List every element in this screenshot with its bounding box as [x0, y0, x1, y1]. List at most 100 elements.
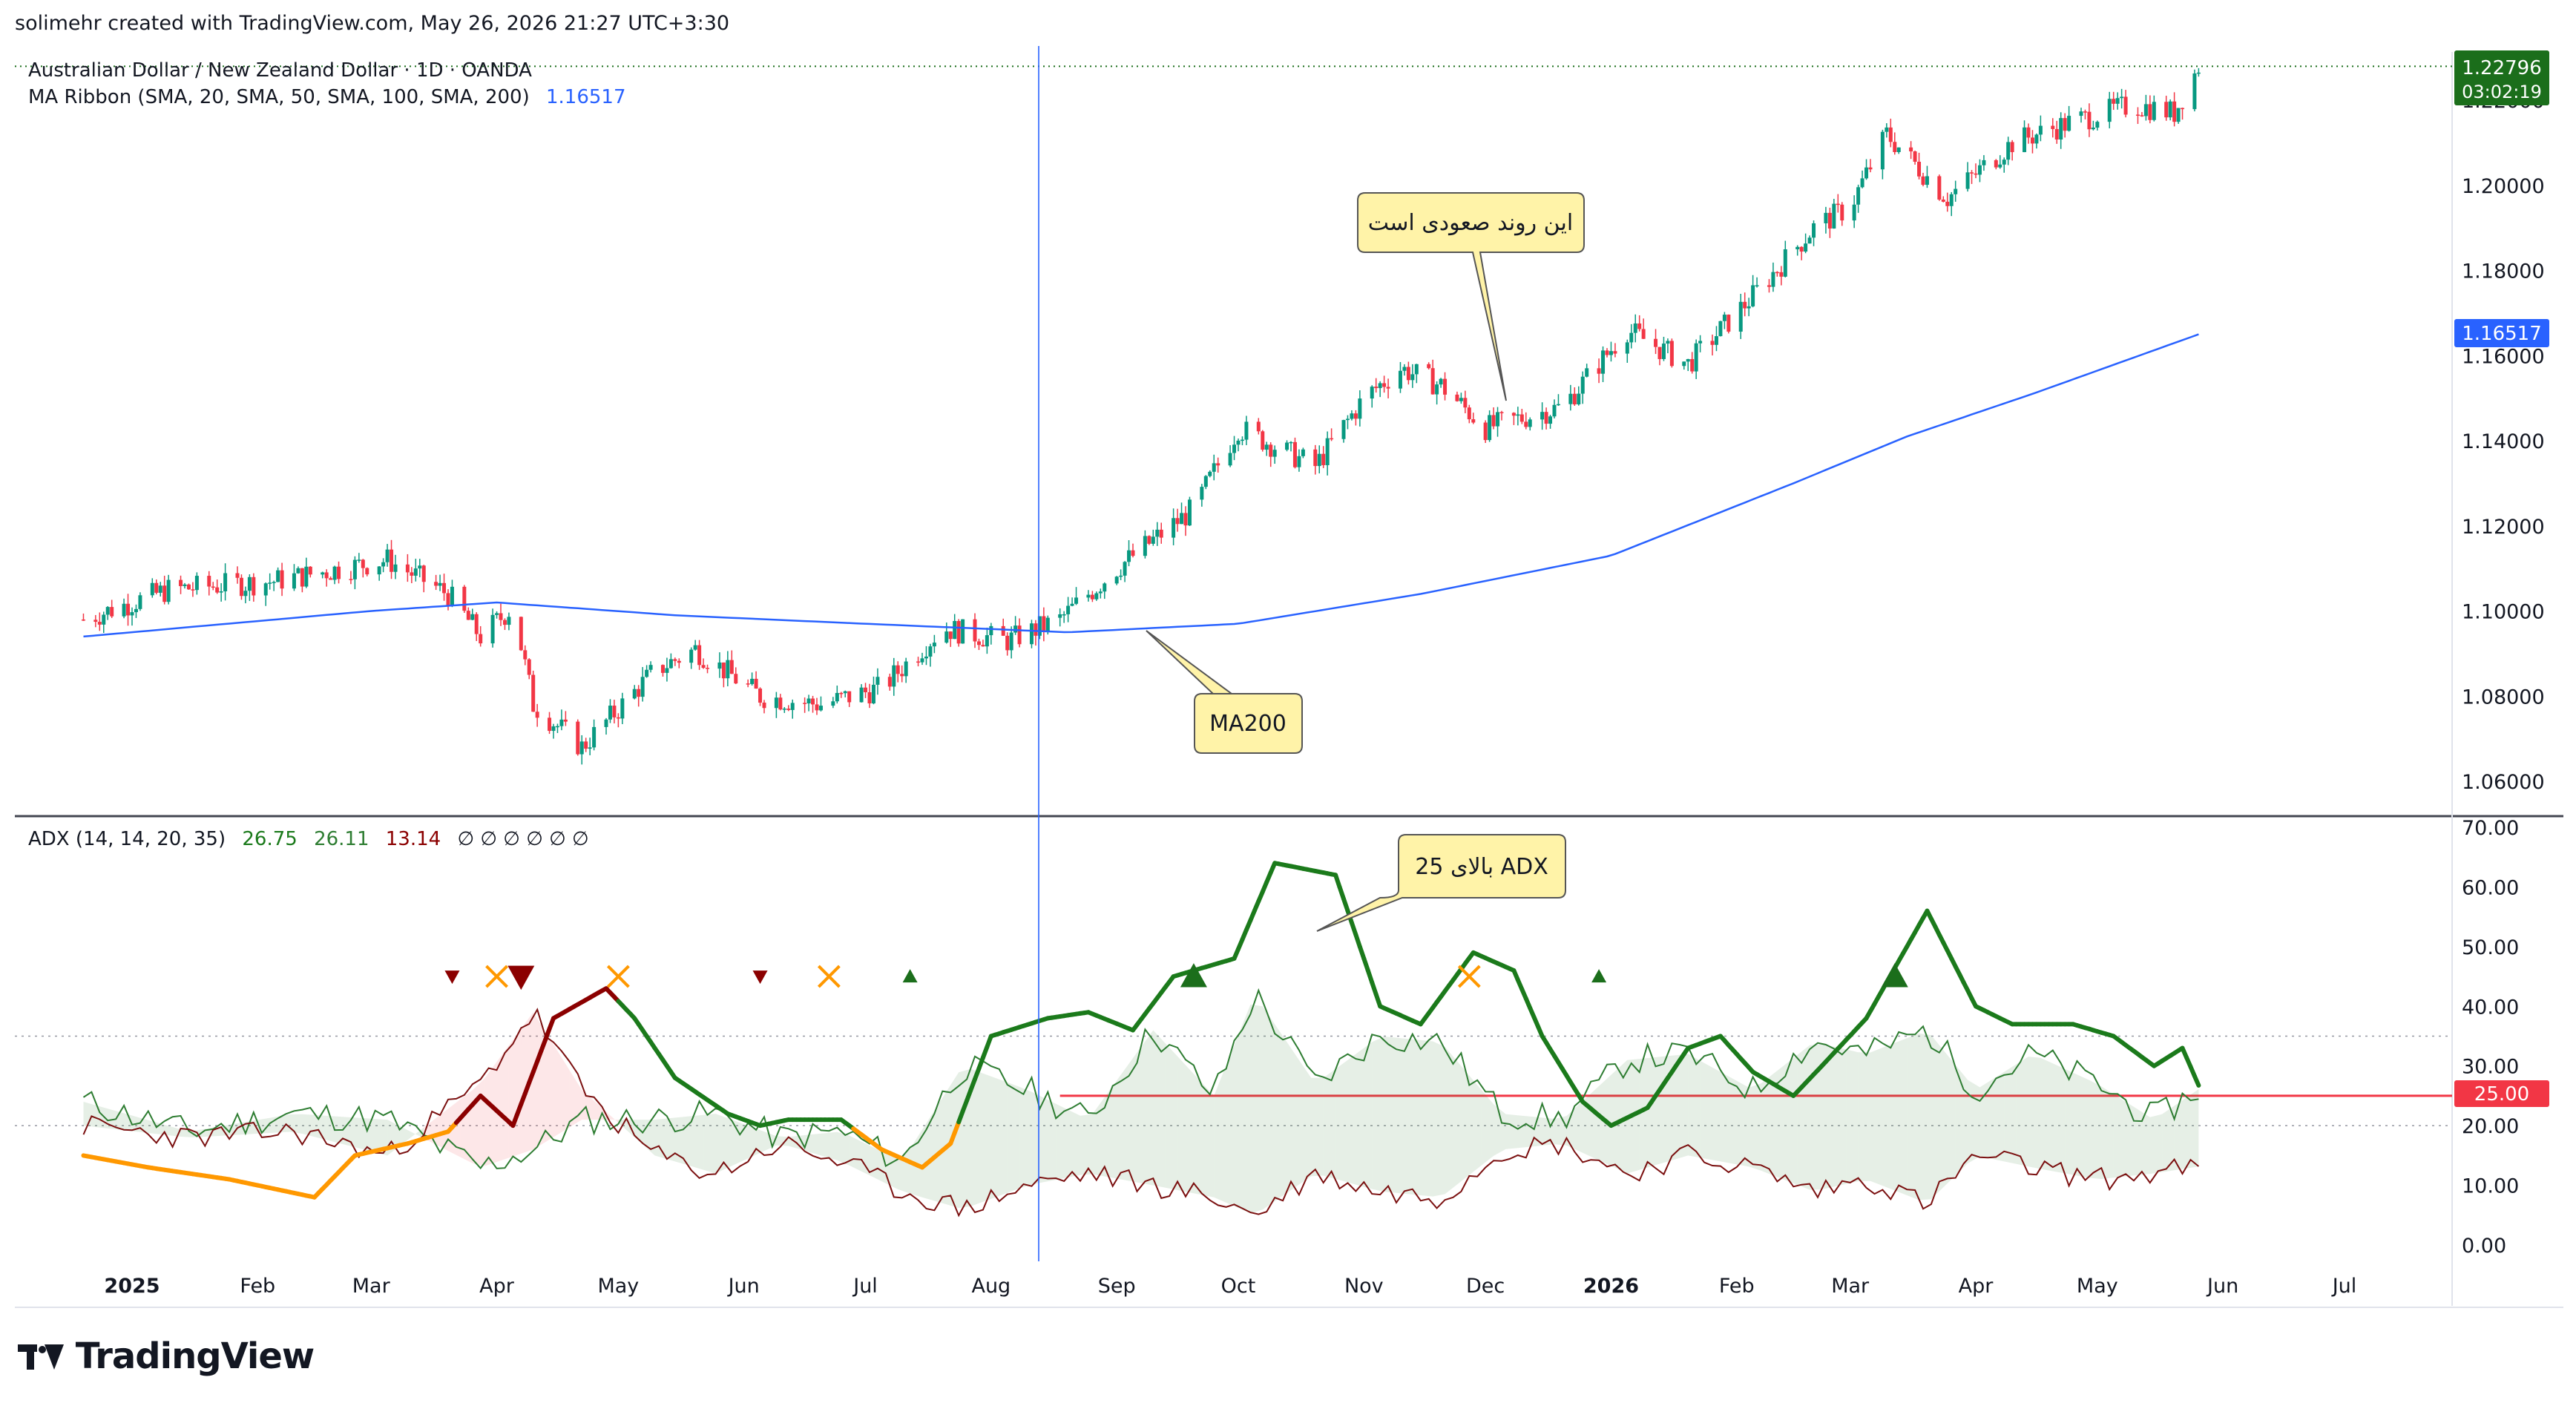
candle[interactable]	[2026, 123, 2031, 144]
candle[interactable]	[1232, 436, 1237, 461]
candle[interactable]	[831, 697, 835, 709]
candle[interactable]	[2059, 112, 2063, 149]
candle[interactable]	[875, 668, 880, 695]
candle[interactable]	[2095, 120, 2100, 131]
candle[interactable]	[1037, 616, 1042, 640]
candle[interactable]	[1155, 522, 1160, 546]
candle[interactable]	[1893, 132, 1897, 155]
candle[interactable]	[2010, 139, 2014, 161]
candle[interactable]	[390, 539, 394, 579]
candle[interactable]	[1577, 386, 1581, 406]
candle[interactable]	[721, 662, 726, 688]
candle[interactable]	[381, 558, 386, 573]
candle[interactable]	[1698, 335, 1703, 352]
candle[interactable]	[211, 582, 215, 591]
candle[interactable]	[2172, 92, 2177, 127]
ma200-line[interactable]	[83, 333, 2199, 638]
candle[interactable]	[352, 556, 357, 590]
candle[interactable]	[1496, 407, 1500, 437]
candle[interactable]	[1885, 123, 1889, 138]
candle[interactable]	[126, 594, 131, 626]
candle[interactable]	[1119, 569, 1123, 580]
candle[interactable]	[904, 657, 908, 683]
candle[interactable]	[2120, 88, 2124, 109]
candle[interactable]	[97, 612, 102, 631]
candle[interactable]	[1382, 375, 1387, 393]
candle[interactable]	[1629, 323, 1634, 349]
candle[interactable]	[1034, 620, 1038, 646]
candle[interactable]	[1175, 508, 1180, 532]
candle[interactable]	[1694, 339, 1698, 379]
di-plus-line[interactable]	[82, 988, 2199, 1170]
candle[interactable]	[1609, 341, 1613, 362]
candle[interactable]	[1330, 428, 1334, 441]
range-signal-marker[interactable]	[485, 965, 508, 988]
candle[interactable]	[2038, 115, 2043, 142]
candle[interactable]	[272, 580, 276, 591]
candle[interactable]	[1718, 321, 1723, 337]
last-price-badge[interactable]: 1.22796 03:02:19	[2454, 50, 2549, 105]
ma200-badge[interactable]: 1.16517	[2454, 319, 2549, 347]
candle[interactable]	[1285, 440, 1289, 452]
candle[interactable]	[1852, 195, 1856, 229]
candle[interactable]	[268, 573, 272, 590]
candle[interactable]	[1103, 582, 1107, 599]
candle[interactable]	[973, 613, 977, 648]
candle[interactable]	[843, 690, 847, 697]
candle[interactable]	[1208, 470, 1212, 478]
candle[interactable]	[1909, 141, 1913, 160]
candle[interactable]	[1345, 415, 1350, 430]
candle[interactable]	[337, 561, 341, 584]
candle[interactable]	[276, 567, 280, 582]
ma-legend[interactable]: MA Ribbon (SMA, 20, SMA, 50, SMA, 100, S…	[28, 86, 637, 108]
candle[interactable]	[1751, 275, 1755, 308]
candle[interactable]	[2176, 108, 2181, 124]
candle[interactable]	[1066, 597, 1071, 622]
candle[interactable]	[1860, 170, 1864, 188]
candle[interactable]	[1977, 159, 1982, 183]
candle[interactable]	[502, 618, 507, 631]
candle[interactable]	[105, 605, 110, 620]
candle[interactable]	[1070, 597, 1074, 607]
candle[interactable]	[1840, 202, 1844, 226]
candle[interactable]	[637, 685, 641, 707]
candle[interactable]	[701, 658, 706, 669]
candle[interactable]	[2140, 112, 2144, 117]
candle[interactable]	[2112, 91, 2116, 111]
candle[interactable]	[324, 569, 329, 587]
candle[interactable]	[1062, 611, 1066, 623]
candle[interactable]	[162, 575, 167, 605]
candle[interactable]	[1832, 198, 1836, 229]
candle[interactable]	[1714, 326, 1718, 352]
candle[interactable]	[1414, 364, 1419, 384]
candle[interactable]	[1601, 346, 1606, 382]
candle[interactable]	[1410, 364, 1415, 388]
candle[interactable]	[393, 554, 398, 579]
adx-legend[interactable]: ADX (14, 14, 20, 35) 26.75 26.11 13.14 ∅…	[28, 828, 599, 850]
buy-signal-marker[interactable]	[1591, 969, 1607, 983]
candle[interactable]	[640, 667, 645, 702]
candle[interactable]	[750, 672, 755, 686]
candle[interactable]	[1402, 364, 1407, 376]
candle[interactable]	[519, 616, 523, 651]
candle[interactable]	[1836, 194, 1840, 213]
candle[interactable]	[1795, 245, 1800, 256]
candle[interactable]	[1824, 206, 1828, 234]
candle[interactable]	[871, 676, 875, 705]
candle[interactable]	[446, 589, 450, 611]
range-signal-marker[interactable]	[817, 965, 841, 988]
candle[interactable]	[668, 653, 673, 669]
candle[interactable]	[507, 612, 511, 631]
candle[interactable]	[2135, 107, 2140, 125]
candle[interactable]	[247, 574, 252, 601]
candle[interactable]	[746, 679, 750, 688]
candle[interactable]	[223, 563, 228, 601]
adx-level-badge[interactable]: 25.00	[2454, 1080, 2549, 1107]
candle[interactable]	[660, 664, 665, 677]
candle[interactable]	[2181, 108, 2185, 120]
candle[interactable]	[1443, 372, 1448, 401]
candle[interactable]	[956, 619, 961, 647]
candle[interactable]	[1244, 415, 1249, 445]
candle[interactable]	[717, 652, 722, 678]
